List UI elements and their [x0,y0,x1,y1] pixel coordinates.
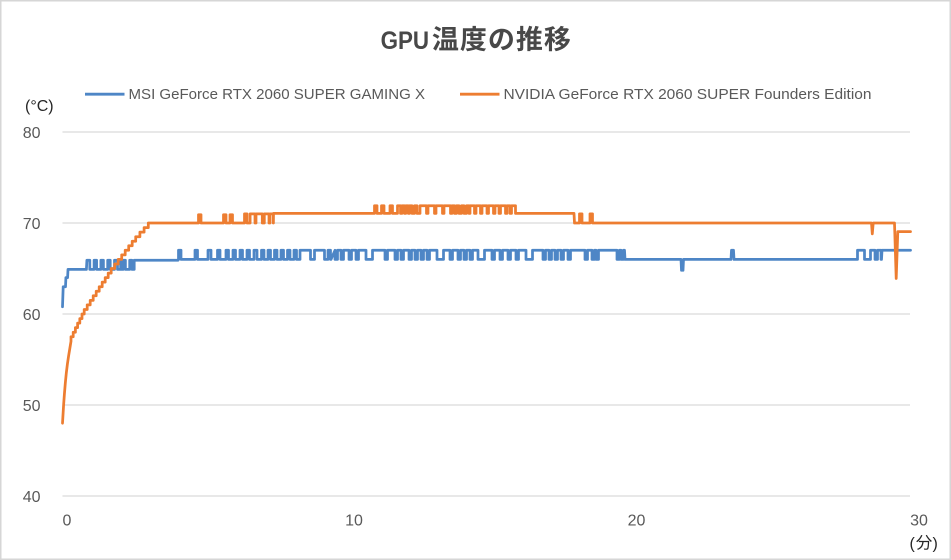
svg-text:GPU: GPU [381,27,430,55]
svg-text:40: 40 [23,489,41,506]
svg-text:(°C): (°C) [25,98,54,115]
svg-text:60: 60 [23,307,41,324]
svg-text:10: 10 [345,513,363,530]
svg-text:80: 80 [23,125,41,142]
svg-text:(: ( [910,536,916,553]
svg-text:): ) [933,536,938,553]
svg-text:0: 0 [63,513,72,530]
svg-text:70: 70 [23,216,41,233]
svg-text:MSI GeForce RTX 2060 SUPER GAM: MSI GeForce RTX 2060 SUPER GAMING X [129,86,426,103]
svg-text:50: 50 [23,398,41,415]
svg-text:30: 30 [910,513,928,530]
svg-text:NVIDIA GeForce RTX 2060 SUPER: NVIDIA GeForce RTX 2060 SUPER Founders E… [504,86,872,103]
svg-text:20: 20 [628,513,646,530]
